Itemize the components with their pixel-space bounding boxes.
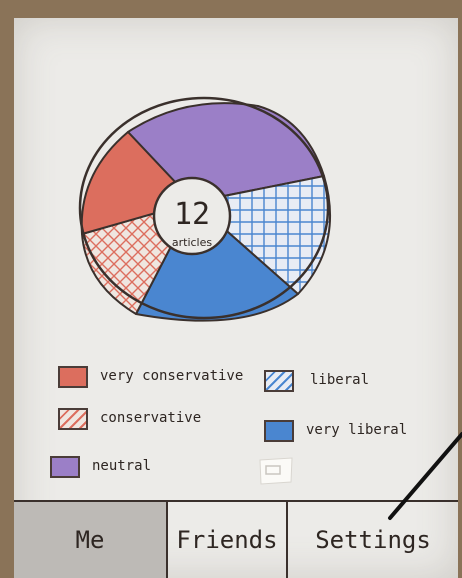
chart-center [152,176,232,256]
tab-settings-label: Settings [315,526,431,554]
political-spectrum-chart: 12 articles [66,84,342,332]
legend-label: conservative [100,410,202,426]
swatch-very-conservative [58,366,88,388]
tab-friends-label: Friends [176,526,278,554]
article-count: 12 [174,197,210,232]
article-count-label: articles [172,236,213,249]
swatch-neutral [50,456,80,478]
segment-neutral[interactable] [127,102,325,203]
swatch-very-liberal [264,420,294,442]
swatch-conservative [58,408,88,430]
tab-settings[interactable]: Settings [288,502,458,578]
swatch-liberal [264,370,294,392]
segment-very-liberal[interactable] [135,201,299,322]
legend-label: neutral [92,458,152,474]
legend-label: very liberal [306,422,408,438]
legend-label: very conservative [100,368,244,384]
tab-me-label: Me [75,526,105,554]
legend-label: liberal [310,372,370,388]
chart-svg: 12 articles [78,96,331,322]
tab-me[interactable]: Me [14,502,168,578]
bottom-tab-bar: Me Friends Settings [14,500,458,578]
tab-friends[interactable]: Friends [168,502,288,578]
tape-scrap [259,457,293,485]
